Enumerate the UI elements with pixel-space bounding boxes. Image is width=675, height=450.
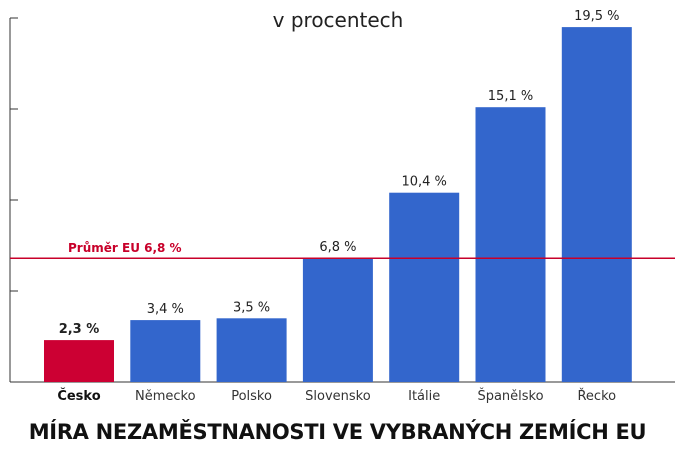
- category-label-4: Itálie: [408, 389, 440, 404]
- bar-3: [302, 258, 373, 382]
- bar-4: [389, 192, 460, 382]
- label-group: 2,3 % Česko 3,4 % Německo 3,5 % Polsko 6,8 % Sl…: [57, 9, 619, 404]
- value-label-5: 15,1 %: [488, 89, 533, 104]
- category-label-6: Řecko: [577, 388, 616, 404]
- value-label-4: 10,4 %: [401, 175, 446, 190]
- value-label-1: 3,4 %: [147, 302, 184, 317]
- value-label-3: 6,8 %: [319, 240, 356, 255]
- category-label-5: Španělsko: [477, 388, 543, 404]
- category-label-0: Česko: [57, 388, 100, 404]
- chart-title: MÍRA NEZAMĚSTNANOSTI VE VYBRANÝCH ZEMÍCH…: [28, 420, 647, 444]
- eu-average-label: Průměr EU 6,8 %: [68, 241, 182, 255]
- category-label-3: Slovensko: [305, 389, 371, 404]
- bar-2: [216, 318, 287, 382]
- category-label-1: Německo: [135, 389, 196, 404]
- bar-1: [130, 320, 201, 382]
- value-label-2: 3,5 %: [233, 300, 270, 315]
- bar-group: [44, 27, 632, 382]
- chart-subtitle: v procentech: [273, 8, 404, 32]
- bar-0: [44, 340, 114, 382]
- bar-6: [561, 27, 632, 382]
- value-label-6: 19,5 %: [574, 9, 619, 24]
- category-label-2: Polsko: [231, 389, 272, 404]
- bar-5: [475, 107, 546, 382]
- value-label-0: 2,3 %: [59, 322, 100, 337]
- reference-line-group: Průměr EU 6,8 %: [10, 241, 675, 259]
